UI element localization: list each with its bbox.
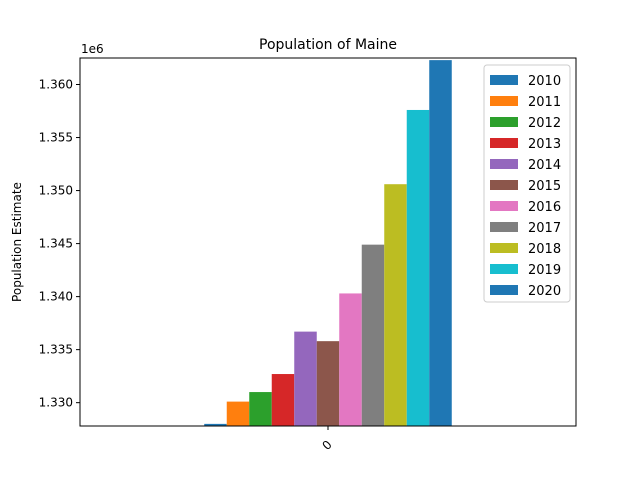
- legend-swatch-2012: [490, 117, 518, 127]
- bar-2015: [316, 341, 340, 426]
- bar-2012: [249, 392, 272, 426]
- bar-2014: [294, 331, 317, 426]
- bar-2016: [339, 293, 362, 426]
- plot-frame: [79, 57, 577, 427]
- legend-label-2014: 2014: [528, 158, 561, 173]
- bar-2020: [429, 60, 452, 427]
- bar-2017: [361, 244, 385, 426]
- legend-label-2019: 2019: [528, 263, 561, 278]
- legend-label-2015: 2015: [528, 179, 561, 194]
- legend-swatch-2018: [490, 243, 518, 253]
- legend-swatch-2020: [490, 285, 518, 295]
- y-offset-text: 1e6: [81, 42, 104, 56]
- chart-title: Population of Maine: [259, 37, 397, 53]
- legend-label-2012: 2012: [528, 116, 561, 131]
- bar-2018: [384, 184, 407, 426]
- y-tick-label: 1.360: [39, 78, 73, 92]
- legend-swatch-2014: [490, 159, 518, 169]
- y-tick-label: 1.355: [39, 131, 73, 145]
- bar-2013: [271, 374, 295, 426]
- y-tick-label: 1.345: [39, 237, 73, 251]
- bar-2010: [204, 423, 227, 426]
- legend-swatch-2013: [490, 138, 518, 148]
- y-axis-label: Population Estimate: [10, 182, 24, 302]
- legend-label-2017: 2017: [528, 221, 561, 236]
- legend-label-2010: 2010: [528, 74, 561, 89]
- bars-group: [204, 60, 452, 427]
- legend-label-2016: 2016: [528, 200, 561, 215]
- legend-label-2018: 2018: [528, 242, 561, 257]
- y-tick-label: 1.330: [39, 396, 73, 410]
- legend-label-2020: 2020: [528, 284, 561, 299]
- bar-2019: [406, 109, 430, 426]
- legend-swatch-2019: [490, 264, 518, 274]
- legend-swatch-2017: [490, 222, 518, 232]
- y-tick-label: 1.340: [39, 290, 73, 304]
- y-tick-label: 1.335: [39, 343, 73, 357]
- legend-label-2013: 2013: [528, 137, 561, 152]
- y-tick-label: 1.350: [39, 184, 73, 198]
- legend-swatch-2016: [490, 201, 518, 211]
- x-tick-label: 0: [320, 438, 335, 453]
- legend-swatch-2010: [490, 75, 518, 85]
- x-axis: 0: [320, 426, 335, 453]
- legend-label-2011: 2011: [528, 95, 561, 110]
- legend-swatch-2011: [490, 96, 518, 106]
- y-axis: 1.330 1.335 1.340 1.345 1.350 1.355 1.360: [39, 78, 80, 410]
- legend: 2010 2011 2012 2013 2014 2015 2016 2017 2018 2019…: [483, 64, 571, 303]
- bar-2011: [226, 401, 250, 426]
- legend-swatch-2015: [490, 180, 518, 190]
